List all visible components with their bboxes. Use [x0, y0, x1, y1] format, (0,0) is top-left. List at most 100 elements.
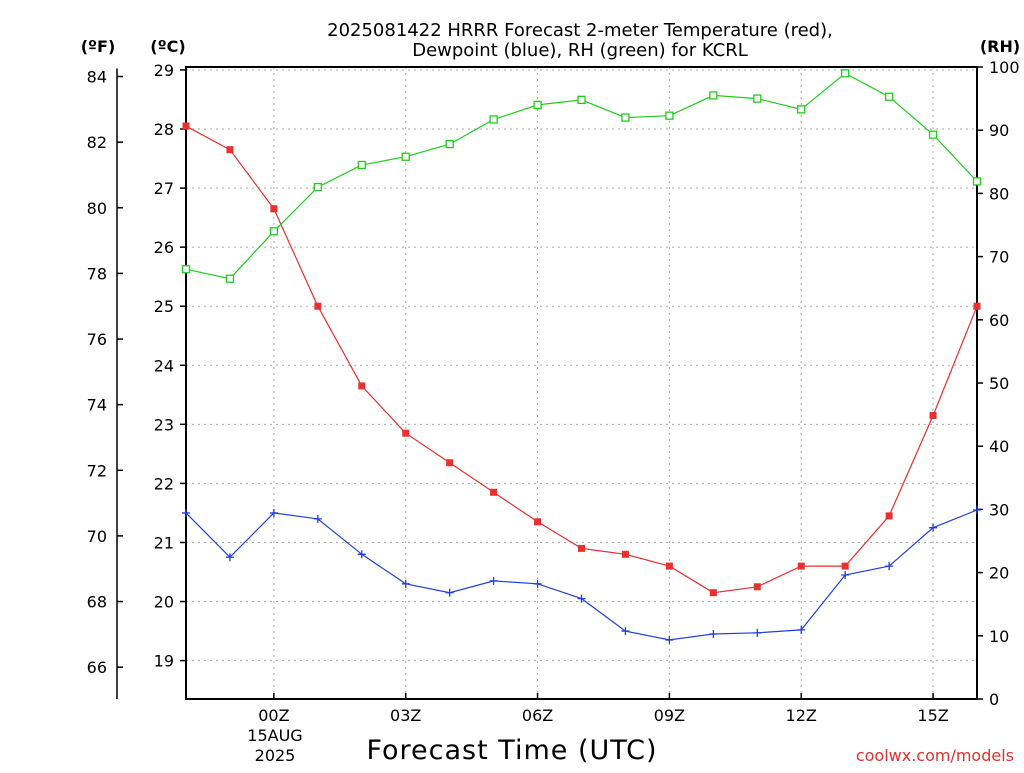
chart-title-line2: Dewpoint (blue), RH (green) for KCRL: [412, 40, 748, 61]
data-point-marker: [621, 627, 630, 636]
data-point-marker: [928, 130, 938, 139]
watermark: coolwx.com/models: [856, 746, 1014, 765]
y-rh-tick-label: 10: [989, 627, 1009, 646]
data-point-marker: [797, 562, 805, 570]
data-point-marker: [709, 91, 718, 100]
series-rh: [181, 69, 982, 283]
y-celsius-tick-label: 26: [154, 238, 174, 257]
data-point-marker: [357, 160, 366, 170]
data-point-marker: [665, 562, 673, 570]
unit-label-fahrenheit: (ºF): [81, 37, 116, 56]
data-point-marker: [973, 302, 981, 310]
y-fahrenheit-tick-label: 76: [87, 330, 107, 349]
y-fahrenheit-tick-label: 84: [87, 68, 107, 87]
data-point-marker: [797, 625, 806, 634]
data-point-marker: [270, 205, 278, 213]
data-point-marker: [885, 512, 893, 520]
x-axis-title: Forecast Time (UTC): [366, 735, 657, 766]
series-dewpoint: [182, 505, 981, 644]
data-point-marker: [489, 115, 498, 124]
data-point-marker: [314, 302, 322, 310]
y-celsius-tick-label: 22: [154, 474, 174, 493]
y-celsius-tick-label: 20: [154, 593, 174, 612]
data-point-marker: [182, 508, 190, 517]
data-point-marker: [445, 139, 454, 149]
data-point-marker: [665, 635, 674, 644]
x-tick-label: 15Z: [917, 706, 948, 725]
y-fahrenheit-tick-label: 72: [87, 461, 107, 480]
data-point-marker: [225, 553, 234, 562]
data-point-marker: [885, 562, 894, 571]
y-celsius-tick-label: 29: [154, 61, 174, 80]
y-rh-tick-label: 80: [989, 184, 1009, 203]
y-fahrenheit-tick-label: 74: [87, 396, 107, 415]
y-celsius-tick-label: 25: [154, 297, 174, 316]
data-point-marker: [884, 92, 894, 101]
y-fahrenheit-tick-label: 78: [87, 264, 107, 283]
y-rh-tick-label: 100: [989, 58, 1020, 77]
data-point-marker: [313, 514, 322, 523]
y-rh-tick-label: 90: [989, 121, 1009, 140]
data-point-marker: [841, 562, 849, 570]
data-point-marker: [753, 583, 761, 591]
series-2-meter-temperature: [182, 122, 981, 597]
data-point-marker: [665, 111, 674, 120]
y-fahrenheit-tick-label: 80: [87, 199, 107, 218]
y-fahrenheit-tick-label: 68: [87, 593, 107, 612]
data-point-marker: [533, 100, 542, 110]
date-label-day: 15AUG: [247, 726, 302, 745]
y-fahrenheit-tick-label: 82: [87, 133, 107, 152]
data-point-marker: [533, 579, 542, 588]
y-rh-tick-label: 20: [989, 564, 1009, 583]
y-celsius-tick-label: 19: [154, 652, 174, 671]
data-series: [181, 69, 982, 644]
axes: 19 20 21 22 23 24 25 26 27 28 29 66 68 70 72 74 76 78 80 82…: [87, 58, 1020, 725]
data-point-marker: [578, 544, 585, 552]
x-tick-label: 09Z: [654, 706, 685, 725]
unit-label-rh: (RH): [980, 37, 1020, 56]
data-point-marker: [182, 122, 190, 130]
y-celsius-tick-label: 28: [154, 120, 174, 139]
y-celsius-tick-label: 27: [154, 179, 174, 198]
unit-label-celsius: (ºC): [150, 37, 185, 56]
data-point-marker: [797, 105, 806, 114]
data-point-marker: [709, 630, 718, 639]
data-point-marker: [358, 382, 366, 390]
data-point-marker: [269, 227, 279, 236]
data-point-marker: [753, 628, 762, 637]
y-rh-tick-label: 70: [989, 248, 1009, 267]
data-point-marker: [181, 265, 191, 274]
y-rh-tick-label: 30: [989, 500, 1009, 519]
data-point-marker: [753, 94, 762, 103]
data-point-marker: [577, 594, 586, 603]
data-point-marker: [929, 411, 937, 419]
data-point-marker: [445, 588, 454, 597]
chart-title-line1: 2025081422 HRRR Forecast 2-meter Tempera…: [327, 20, 833, 41]
x-tick-label: 00Z: [258, 706, 289, 725]
data-point-marker: [972, 177, 982, 186]
data-point-marker: [621, 113, 630, 122]
y-celsius-tick-label: 21: [154, 533, 174, 552]
data-point-marker: [401, 152, 410, 161]
data-point-marker: [534, 518, 542, 526]
data-point-marker: [357, 550, 366, 559]
y-fahrenheit-tick-label: 66: [87, 658, 107, 677]
data-point-marker: [313, 182, 322, 192]
data-point-marker: [269, 508, 278, 517]
data-point-marker: [841, 69, 850, 78]
y-celsius-tick-label: 24: [154, 356, 174, 375]
x-tick-label: 03Z: [390, 706, 421, 725]
x-tick-label: 06Z: [522, 706, 553, 725]
data-point-marker: [402, 429, 410, 437]
data-point-marker: [709, 589, 717, 597]
y-fahrenheit-tick-label: 70: [87, 527, 107, 546]
data-point-marker: [446, 459, 454, 467]
data-point-marker: [226, 146, 234, 154]
x-tick-label: 12Z: [786, 706, 817, 725]
data-point-marker: [490, 488, 498, 496]
data-point-marker: [577, 95, 586, 105]
y-rh-tick-label: 50: [989, 374, 1009, 393]
data-point-marker: [621, 550, 629, 558]
